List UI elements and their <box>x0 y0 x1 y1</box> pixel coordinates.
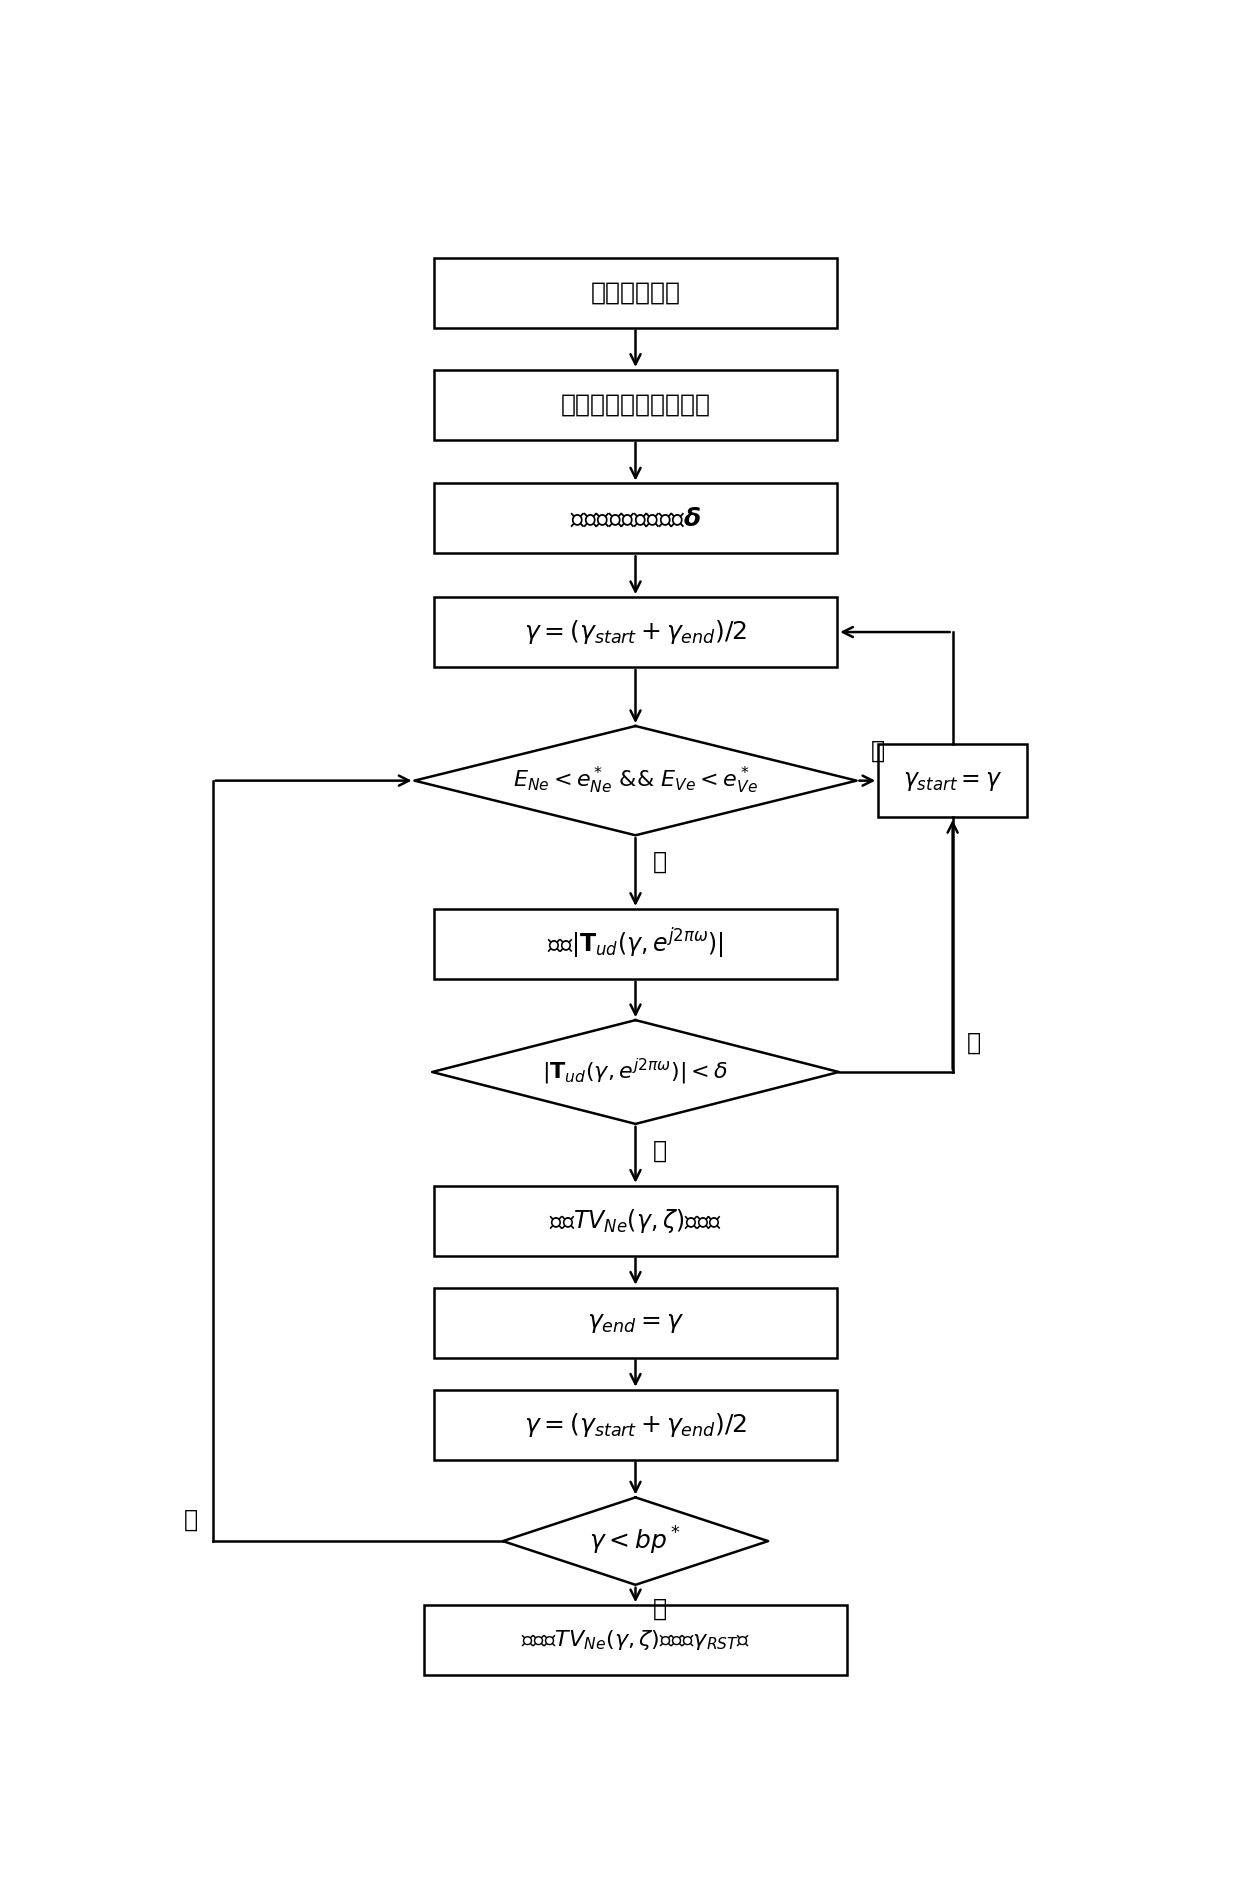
Polygon shape <box>414 727 857 834</box>
Text: 是: 是 <box>652 1139 667 1162</box>
Text: $\gamma_{end}=\gamma$: $\gamma_{end}=\gamma$ <box>587 1311 684 1334</box>
Bar <box>434 484 837 552</box>
Text: $\gamma_{start}=\gamma$: $\gamma_{start}=\gamma$ <box>903 768 1002 793</box>
Bar <box>434 369 837 439</box>
Bar <box>434 1186 837 1256</box>
Text: $|\mathbf{T}_{ud}(\gamma,e^{j2\pi\omega})|<\delta$: $|\mathbf{T}_{ud}(\gamma,e^{j2\pi\omega}… <box>542 1058 729 1088</box>
Text: 否: 否 <box>967 1031 981 1054</box>
Bar <box>434 598 837 668</box>
Text: 是: 是 <box>652 850 667 874</box>
Text: 计算$TV_{Ne}(\gamma,\zeta)$并记录: 计算$TV_{Ne}(\gamma,\zeta)$并记录 <box>549 1207 722 1235</box>
Text: $E_{Ne}<e^*_{Ne}$ && $E_{Ve}<e^*_{Ve}$: $E_{Ne}<e^*_{Ne}$ && $E_{Ve}<e^*_{Ve}$ <box>513 764 758 797</box>
Text: 否: 否 <box>184 1508 198 1531</box>
Text: 辨识系统模型: 辨识系统模型 <box>590 280 681 305</box>
Text: $\gamma=(\gamma_{start}+\gamma_{end})/2$: $\gamma=(\gamma_{start}+\gamma_{end})/2$ <box>523 1411 748 1438</box>
Bar <box>434 257 837 327</box>
Bar <box>434 1389 837 1459</box>
Text: 鲁棒稳定性条件计算$\boldsymbol{\delta}$: 鲁棒稳定性条件计算$\boldsymbol{\delta}$ <box>570 507 701 530</box>
Text: 否: 否 <box>870 740 885 762</box>
Text: 估计模型不确定性等级: 估计模型不确定性等级 <box>560 394 711 416</box>
Text: 是: 是 <box>652 1597 667 1620</box>
Text: $\gamma=(\gamma_{start}+\gamma_{end})/2$: $\gamma=(\gamma_{start}+\gamma_{end})/2$ <box>523 619 748 645</box>
Text: $\gamma<bp^*$: $\gamma<bp^*$ <box>589 1525 682 1557</box>
Polygon shape <box>503 1497 768 1585</box>
Text: 计算$|\mathbf{T}_{ud}(\gamma,e^{j2\pi\omega})|$: 计算$|\mathbf{T}_{ud}(\gamma,e^{j2\pi\omeg… <box>547 927 724 961</box>
Text: 最小化$TV_{Ne}(\gamma,\zeta)$，确定$\gamma_{RST}$值: 最小化$TV_{Ne}(\gamma,\zeta)$，确定$\gamma_{RS… <box>521 1629 750 1652</box>
Bar <box>434 908 837 978</box>
Bar <box>878 744 1027 817</box>
Bar <box>434 1288 837 1358</box>
Bar <box>424 1604 847 1674</box>
Polygon shape <box>433 1020 838 1124</box>
